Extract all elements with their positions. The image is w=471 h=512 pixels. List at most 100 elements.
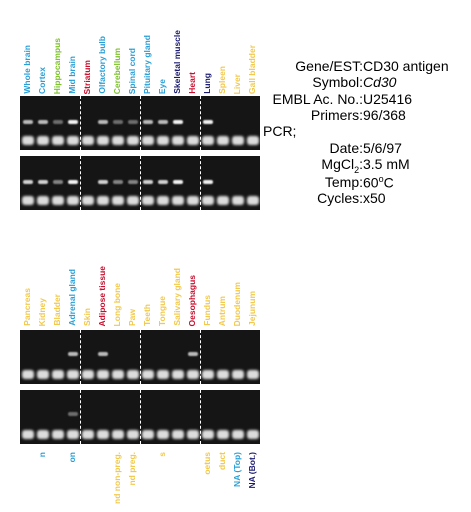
- primer-dimer-band: [67, 136, 79, 145]
- pcr-band: [38, 120, 48, 124]
- primer-dimer-band: [112, 196, 124, 205]
- pcr-band: [98, 120, 108, 124]
- primer-dimer-band: [37, 370, 49, 379]
- primer-dimer-band: [22, 370, 34, 379]
- pcr-band: [203, 180, 213, 184]
- primer-dimer-band: [52, 196, 64, 205]
- primer-dimer-band: [142, 370, 154, 379]
- primer-dimer-band: [142, 430, 154, 439]
- primer-dimer-band: [112, 430, 124, 439]
- primer-dimer-band: [112, 370, 124, 379]
- pcr-band: [113, 180, 123, 184]
- primer-dimer-band: [157, 430, 169, 439]
- gene-key: Gene/EST:: [295, 58, 363, 74]
- primer-dimer-band: [187, 370, 199, 379]
- primer-dimer-band: [52, 430, 64, 439]
- primer-dimer-band: [217, 136, 229, 145]
- lane-separator: [140, 156, 141, 210]
- primer-dimer-band: [127, 196, 139, 205]
- pcr-band: [173, 120, 183, 124]
- pcr-band: [173, 180, 183, 184]
- primer-dimer-band: [247, 430, 259, 439]
- embl-key: EMBL Ac. No.:: [272, 91, 363, 107]
- primer-dimer-band: [22, 430, 34, 439]
- pcr-band: [128, 180, 138, 184]
- pcr-band: [113, 120, 123, 124]
- primer-dimer-band: [247, 370, 259, 379]
- primer-dimer-band: [142, 196, 154, 205]
- primer-dimer-band: [157, 196, 169, 205]
- primer-dimer-band: [232, 430, 244, 439]
- primer-dimer-band: [187, 196, 199, 205]
- temp-value: 60oC: [363, 174, 394, 191]
- pcr-band: [98, 352, 108, 356]
- primer-dimer-band: [172, 370, 184, 379]
- symbol-value: Cd30: [363, 74, 397, 90]
- primer-dimer-band: [37, 196, 49, 205]
- primer-dimer-band: [52, 370, 64, 379]
- primer-dimer-band: [97, 196, 109, 205]
- pcr-band: [68, 120, 78, 124]
- pcr-band: [98, 180, 108, 184]
- panel2-gel-top: [20, 330, 260, 384]
- pcr-band: [143, 180, 153, 184]
- lane-separator: [80, 390, 81, 444]
- primer-dimer-band: [247, 136, 259, 145]
- primer-dimer-band: [142, 136, 154, 145]
- symbol-key: Symbol:: [312, 74, 363, 90]
- primer-dimer-band: [247, 196, 259, 205]
- pcr-band: [53, 120, 63, 124]
- primer-dimer-band: [97, 370, 109, 379]
- pcr-band: [68, 352, 78, 356]
- pcr-band: [143, 120, 153, 124]
- pcr-band: [188, 352, 198, 356]
- lane-separator: [80, 96, 81, 150]
- temp-key: Temp:: [324, 174, 363, 190]
- pcr-band: [158, 180, 168, 184]
- primer-dimer-band: [22, 196, 34, 205]
- primer-dimer-band: [172, 136, 184, 145]
- date-key: Date:: [329, 140, 363, 156]
- lane-separator: [80, 156, 81, 210]
- primer-dimer-band: [202, 196, 214, 205]
- primer-dimer-band: [112, 136, 124, 145]
- panel2-gel-bottom: [20, 390, 260, 444]
- panel1-gel-top: [20, 96, 260, 150]
- primer-dimer-band: [157, 370, 169, 379]
- pcr-band: [38, 180, 48, 184]
- primers-value: 96/368: [363, 107, 406, 123]
- primer-dimer-band: [187, 430, 199, 439]
- pcr-band: [23, 180, 33, 184]
- pcr-band: [23, 120, 33, 124]
- primer-dimer-band: [232, 136, 244, 145]
- primer-dimer-band: [127, 430, 139, 439]
- primer-dimer-band: [187, 136, 199, 145]
- pcr-band: [68, 412, 78, 416]
- mgcl-key: MgCl2:: [321, 156, 363, 175]
- primer-dimer-band: [202, 430, 214, 439]
- primer-dimer-band: [217, 196, 229, 205]
- cycles-key: Cycles:: [317, 190, 363, 206]
- lane-separator: [200, 390, 201, 444]
- primer-dimer-band: [82, 196, 94, 205]
- lane-separator: [80, 330, 81, 384]
- pcr-band: [128, 120, 138, 124]
- pcr-band: [203, 120, 213, 124]
- primer-dimer-band: [22, 136, 34, 145]
- primer-dimer-band: [97, 136, 109, 145]
- primers-key: Primers:: [310, 107, 363, 123]
- lane-separator: [200, 156, 201, 210]
- lane-separator: [140, 330, 141, 384]
- embl-value: U25416: [363, 91, 413, 107]
- primer-dimer-band: [67, 430, 79, 439]
- primer-dimer-band: [232, 196, 244, 205]
- cycles-value: x50: [363, 190, 386, 206]
- primer-dimer-band: [127, 370, 139, 379]
- primer-dimer-band: [127, 136, 139, 145]
- primer-dimer-band: [67, 196, 79, 205]
- primer-dimer-band: [67, 370, 79, 379]
- panel1-gel-bottom: [20, 156, 260, 210]
- primer-dimer-band: [82, 136, 94, 145]
- primer-dimer-band: [172, 430, 184, 439]
